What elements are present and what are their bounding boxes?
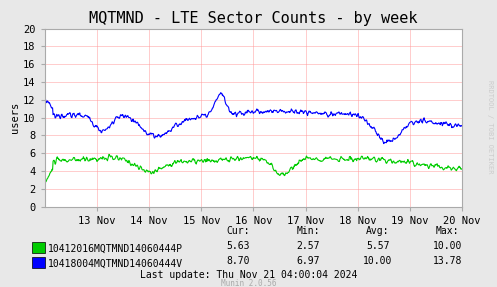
Text: 10418004MQTMND14060444V: 10418004MQTMND14060444V xyxy=(48,259,183,269)
Title: MQTMND - LTE Sector Counts - by week: MQTMND - LTE Sector Counts - by week xyxy=(89,11,417,26)
Text: Munin 2.0.56: Munin 2.0.56 xyxy=(221,279,276,287)
Text: 6.97: 6.97 xyxy=(296,256,320,266)
Text: RRDTOOL / TOBI OETIKER: RRDTOOL / TOBI OETIKER xyxy=(487,80,493,174)
Text: 10412016MQTMND14060444P: 10412016MQTMND14060444P xyxy=(48,244,183,254)
Text: Avg:: Avg: xyxy=(366,226,390,236)
Text: 13.78: 13.78 xyxy=(432,256,462,266)
Text: Cur:: Cur: xyxy=(227,226,250,236)
Text: 5.57: 5.57 xyxy=(366,241,390,251)
Text: Last update: Thu Nov 21 04:00:04 2024: Last update: Thu Nov 21 04:00:04 2024 xyxy=(140,270,357,280)
Text: 10.00: 10.00 xyxy=(363,256,393,266)
Text: 8.70: 8.70 xyxy=(227,256,250,266)
Text: 5.63: 5.63 xyxy=(227,241,250,251)
Text: 10.00: 10.00 xyxy=(432,241,462,251)
Text: Max:: Max: xyxy=(435,226,459,236)
Text: 2.57: 2.57 xyxy=(296,241,320,251)
Y-axis label: users: users xyxy=(10,102,20,133)
Text: Min:: Min: xyxy=(296,226,320,236)
